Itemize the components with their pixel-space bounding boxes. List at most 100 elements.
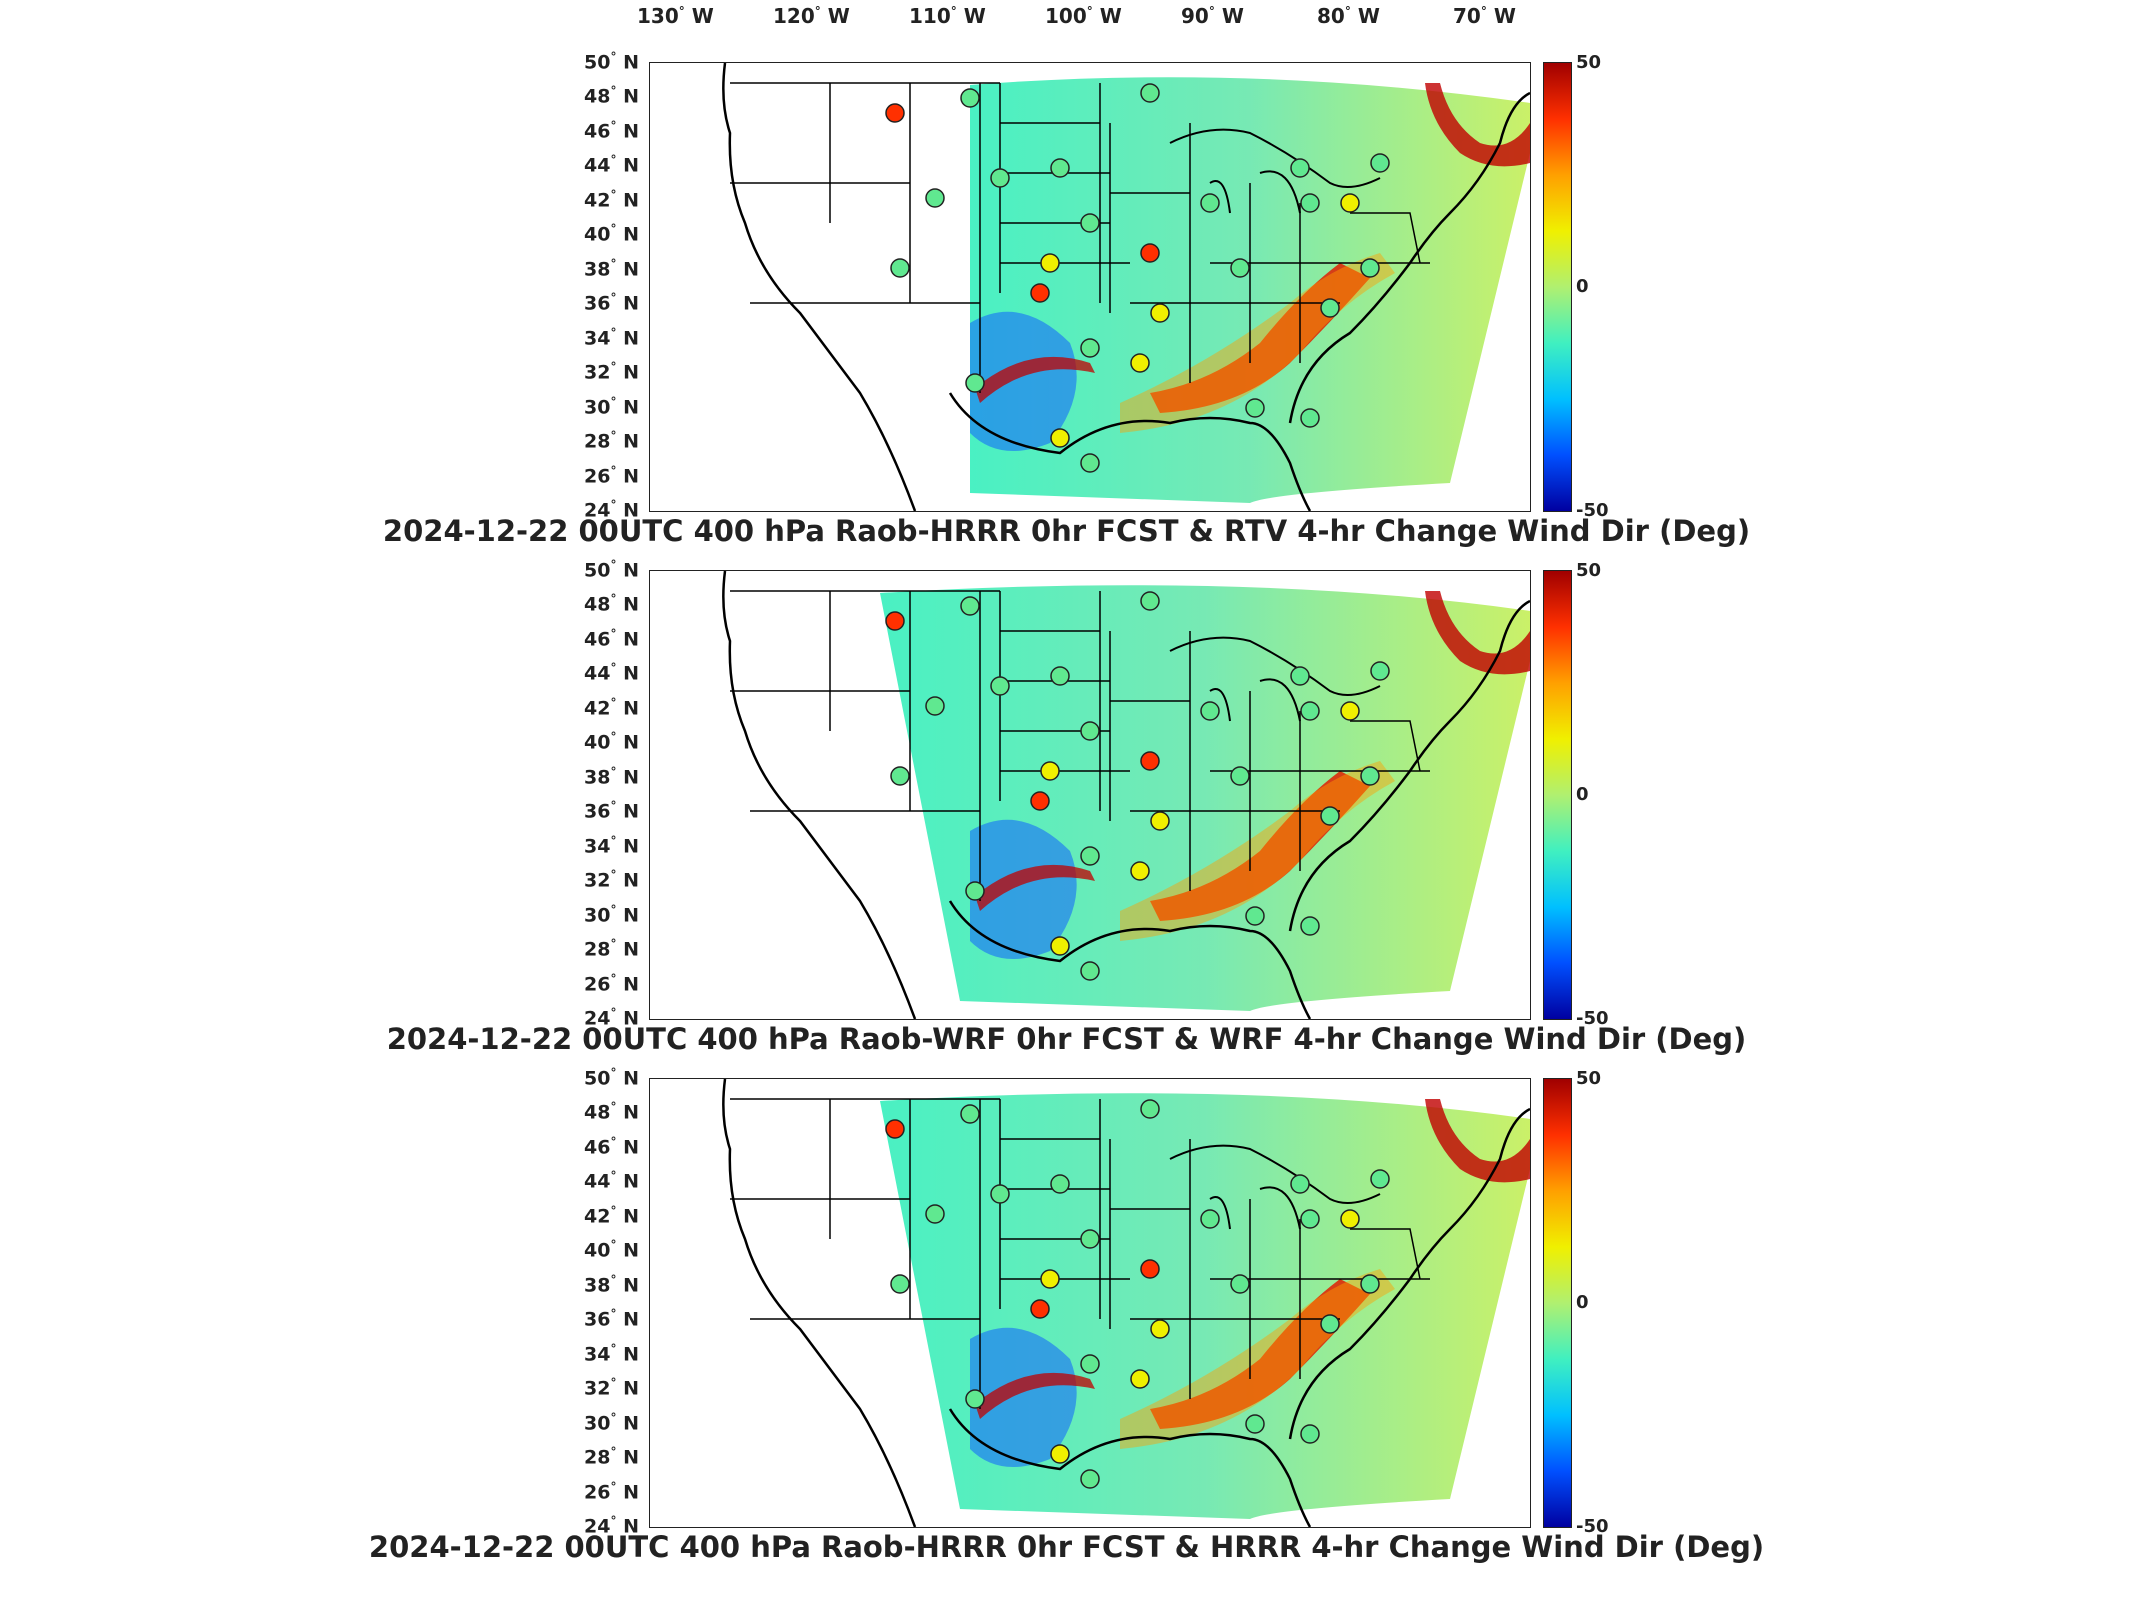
raob-station-marker [1360,258,1380,278]
lat-tick-label: 46° N [584,1134,639,1159]
lat-tick-label: 28° N [584,1445,639,1469]
lat-tick-label: 42° N [584,187,639,212]
raob-station-marker [1245,906,1265,926]
map-frame [649,570,1531,1020]
lat-tick-label: 26° N [584,971,639,995]
raob-station-marker [1230,766,1250,786]
southwest-anomaly-region [970,1327,1077,1467]
raob-station-marker [1290,666,1310,686]
raob-station-marker [1130,1369,1150,1389]
raob-station-marker [1080,846,1100,866]
positive-anomaly-halo [1120,1269,1395,1449]
lon-tick-label: 70° W [1453,4,1516,28]
east-coast-outline [1288,599,1530,932]
raob-station-marker [1130,353,1150,373]
raob-station-marker [1290,1174,1310,1194]
raob-station-marker [1140,591,1160,611]
state-borders [730,82,1430,393]
colorbar-tick-mid: 0 [1576,276,1589,297]
raob-station-marker [1300,193,1320,213]
raob-station-marker [990,168,1010,188]
raob-station-marker [1050,158,1070,178]
raob-stations [885,591,1390,981]
colorbar-tick-min: -50 [1576,1008,1609,1029]
lat-tick-label: 42° N [584,695,639,720]
raob-station-marker [890,1274,910,1294]
lon-tick-label: 90° W [1181,4,1244,28]
raob-station-marker [965,373,985,393]
lat-tick-label: 30° N [584,394,639,418]
raob-station-marker [1320,298,1340,318]
gulf-coast-outline [948,900,1312,1019]
raob-station-marker [1030,283,1050,303]
raob-station-marker [1300,916,1320,936]
raob-station-marker [885,1119,905,1139]
lon-tick-label: 110° W [909,4,986,28]
raob-station-marker [925,188,945,208]
raob-station-marker [1080,453,1100,473]
raob-station-marker [1150,811,1170,831]
lat-tick-label: 30° N [584,902,639,926]
raob-station-marker [1340,193,1360,213]
lat-tick-label: 46° N [584,118,639,143]
wind-direction-map [722,63,1530,511]
northeast-anomaly-band [1425,83,1530,167]
panel-title: 2024-12-22 00UTC 400 hPa Raob-HRRR 0hr F… [382,514,1751,548]
raob-station-marker [1230,1274,1250,1294]
colorbar-tick-max: 50 [1576,52,1602,73]
colorbar-tick-max: 50 [1576,560,1602,581]
colorbar-tick-min: -50 [1576,500,1609,521]
wind-direction-map [722,1079,1530,1527]
raob-station-marker [1140,751,1160,771]
west-coast-outline [722,63,917,511]
lat-tick-label: 48° N [584,1100,639,1124]
raob-station-marker [1080,1469,1100,1489]
lat-tick-label: 48° N [584,84,639,108]
lat-tick-label: 44° N [584,153,639,177]
lat-tick-label: 36° N [584,799,639,823]
map-frame [649,62,1531,512]
positive-anomaly-band [1150,263,1370,413]
gulf-coast-outline [948,392,1312,511]
raob-station-marker [890,766,910,786]
raob-station-marker [1340,701,1360,721]
colorbar-tick-max: 50 [1576,1068,1602,1089]
raob-station-marker [890,258,910,278]
raob-station-marker [1130,861,1150,881]
raob-station-marker [1050,936,1070,956]
lat-tick-label: 26° N [584,463,639,487]
raob-station-marker [1140,243,1160,263]
lat-tick-label: 24° N [584,498,639,522]
state-borders [730,1098,1430,1409]
positive-anomaly-halo [1120,761,1395,941]
raob-station-marker [1290,158,1310,178]
lat-tick-label: 46° N [584,626,639,651]
great-lakes-outline [1169,128,1381,214]
raob-station-marker [960,88,980,108]
lat-tick-label: 36° N [584,1307,639,1331]
raob-station-marker [1320,806,1340,826]
colorbar [1543,570,1572,1020]
raob-station-marker [1300,1424,1320,1444]
lat-tick-label: 38° N [584,764,639,789]
raob-station-marker [1050,428,1070,448]
colorbar [1543,62,1572,512]
great-lakes-outline [1169,636,1381,722]
west-coast-outline [722,1079,917,1527]
raob-station-marker [1230,258,1250,278]
raob-station-marker [1300,1209,1320,1229]
raob-station-marker [1040,253,1060,273]
positive-anomaly-band [1150,771,1370,921]
raob-station-marker [1245,1414,1265,1434]
northeast-anomaly-band [1425,1099,1530,1183]
lat-tick-label: 40° N [584,222,639,246]
raob-station-marker [1320,1314,1340,1334]
raob-station-marker [885,611,905,631]
raob-station-marker [1200,1209,1220,1229]
raob-station-marker [1080,1354,1100,1374]
southwest-anomaly-region [970,311,1077,451]
raob-station-marker [1080,338,1100,358]
raob-station-marker [1040,761,1060,781]
lat-tick-label: 42° N [584,1203,639,1228]
positive-anomaly-halo [1120,253,1395,433]
